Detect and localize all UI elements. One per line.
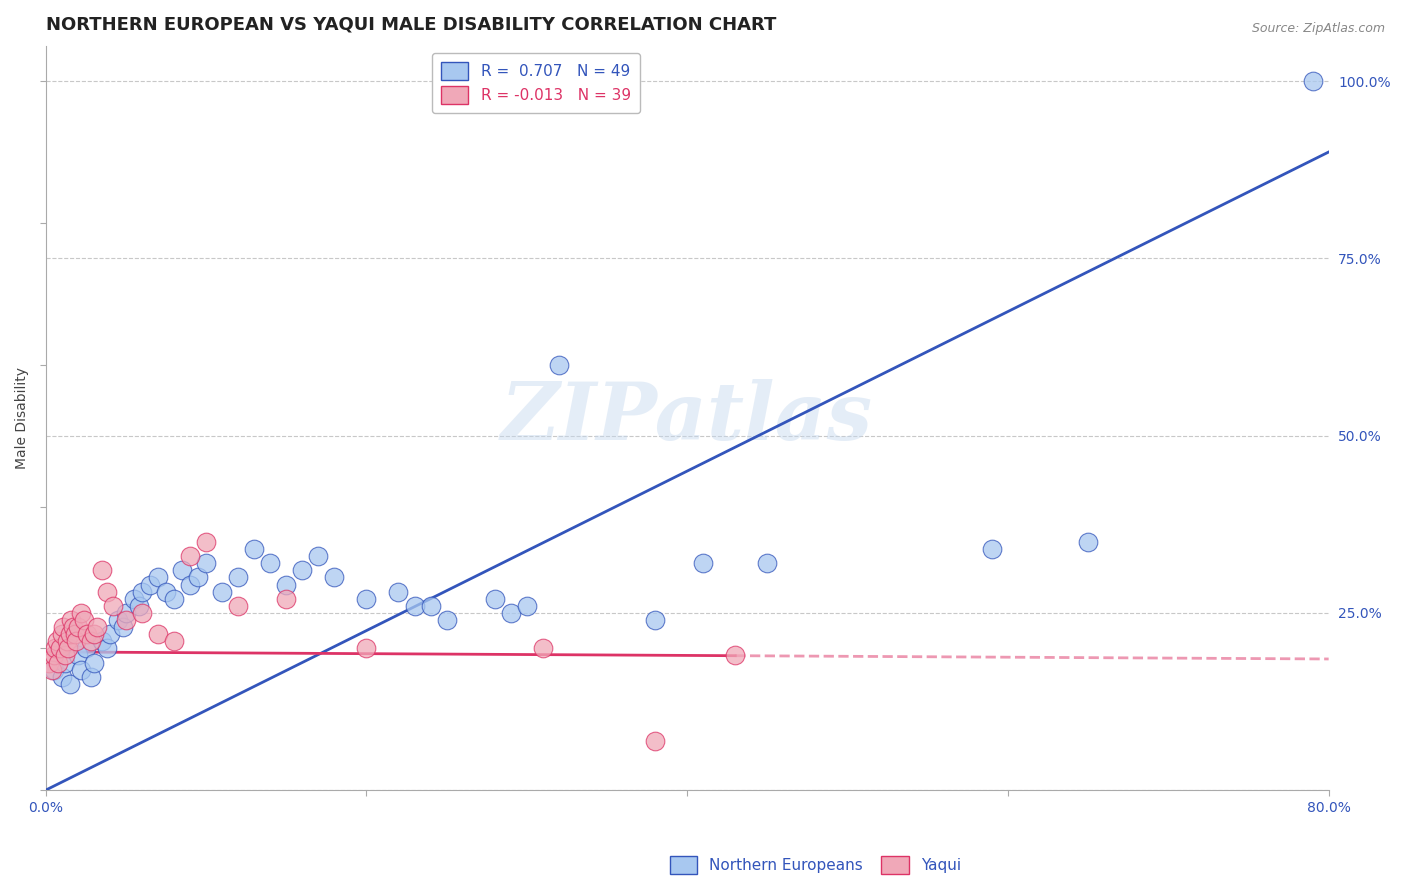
Point [107,613,129,627]
Point [131,606,153,620]
Point [131,584,153,599]
Point [55,634,77,648]
Point [53,648,76,663]
Point [83,656,105,670]
Point [66,620,89,634]
Point [59,677,82,691]
Legend: R =  0.707   N = 49, R = -0.013   N = 39: R = 0.707 N = 49, R = -0.013 N = 39 [432,54,640,113]
Point [65,634,87,648]
Point [62,620,84,634]
Point [66,648,89,663]
Point [96,641,118,656]
Point [484,591,506,606]
Point [76,627,98,641]
Point [98,627,121,641]
Point [276,577,298,591]
Point [419,599,441,613]
Point [243,542,266,557]
Point [96,584,118,599]
Point [56,641,79,656]
Point [724,648,747,663]
Point [155,584,177,599]
Point [44,641,66,656]
Text: Source: ZipAtlas.com: Source: ZipAtlas.com [1251,22,1385,36]
Point [122,591,145,606]
Point [115,613,138,627]
Point [42,648,65,663]
Point [1302,74,1324,88]
Point [756,556,779,570]
Point [163,634,186,648]
Point [1077,535,1099,549]
Text: NORTHERN EUROPEAN VS YAQUI MALE DISABILITY CORRELATION CHART: NORTHERN EUROPEAN VS YAQUI MALE DISABILI… [45,15,776,33]
Point [73,613,96,627]
Point [644,733,666,747]
Point [187,570,209,584]
Point [63,627,86,641]
Point [53,656,76,670]
Point [49,641,72,656]
Point [90,563,112,577]
Point [276,591,298,606]
Point [111,620,134,634]
Y-axis label: Male Disability: Male Disability [15,367,30,469]
Point [79,670,101,684]
Point [195,535,218,549]
Point [41,663,63,677]
Point [499,606,522,620]
Point [52,620,75,634]
Point [45,634,67,648]
Point [146,627,169,641]
Point [83,627,105,641]
Point [51,670,73,684]
Point [387,584,409,599]
Point [38,656,60,670]
Point [692,556,714,570]
Point [516,599,538,613]
Point [179,577,201,591]
Point [70,606,93,620]
Point [356,591,378,606]
Text: ZIPatlas: ZIPatlas [501,379,873,457]
Point [307,549,329,564]
Point [139,577,162,591]
Point [211,584,233,599]
Point [547,358,569,372]
Point [980,542,1002,557]
Point [436,613,458,627]
Point [644,613,666,627]
Point [79,634,101,648]
Point [86,620,108,634]
Point [128,599,150,613]
Point [115,606,138,620]
Point [404,599,426,613]
Point [60,613,83,627]
Point [356,641,378,656]
Point [531,641,554,656]
Point [75,641,97,656]
Point [179,549,201,564]
Point [42,663,65,677]
Point [291,563,314,577]
Point [59,627,82,641]
Point [226,599,249,613]
Point [259,556,281,570]
Point [146,570,169,584]
Point [323,570,346,584]
Point [226,570,249,584]
Point [195,556,218,570]
Legend: Northern Europeans, Yaqui: Northern Europeans, Yaqui [664,850,967,880]
Point [101,599,124,613]
Point [51,627,73,641]
Point [170,563,193,577]
Point [70,663,93,677]
Point [48,656,70,670]
Point [163,591,186,606]
Point [90,634,112,648]
